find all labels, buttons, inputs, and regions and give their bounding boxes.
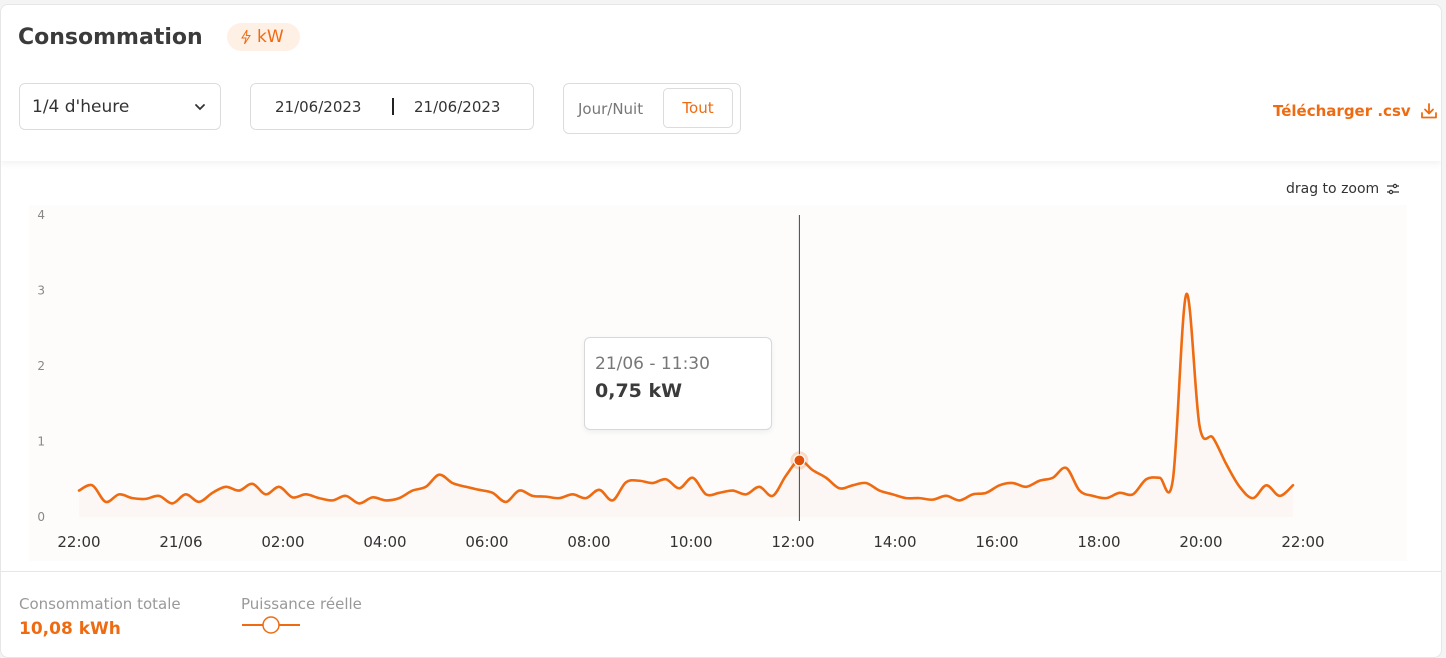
download-csv-button[interactable]: Télécharger .csv [1273,101,1439,121]
y-tick-label: 2 [37,359,45,373]
x-tick-label: 22:00 [57,533,100,551]
sliders-icon [1387,183,1400,195]
consumption-chart[interactable]: 0 1 2 3 4 22:00 21/06 02:00 04:00 06:00 08:00 10:00… [1,201,1441,571]
unit-badge-label: kW [257,27,284,47]
x-tick-label: 08:00 [567,533,610,551]
granularity-value: 1/4 d'heure [32,96,130,117]
bolt-icon [241,30,251,44]
x-tick-label: 12:00 [771,533,814,551]
download-label: Télécharger .csv [1273,102,1411,120]
consumption-card: Consommation kW 1/4 d'heure 21/06/2023 2… [0,4,1442,658]
page-title: Consommation [18,25,203,50]
total-consumption-value: 10,08 kWh [19,619,121,639]
granularity-select[interactable]: 1/4 d'heure [19,83,221,130]
date-separator [392,98,394,115]
card-header: Consommation kW 1/4 d'heure 21/06/2023 2… [1,5,1441,161]
x-tick-label: 14:00 [873,533,916,551]
x-tick-label: 02:00 [261,533,304,551]
series-line-puissance-reelle [77,292,1295,505]
toggle-jour-nuit[interactable]: Jour/Nuit [578,100,644,118]
download-icon [1420,103,1437,119]
date-range-picker[interactable]: 21/06/2023 21/06/2023 [250,83,534,130]
unit-badge[interactable]: kW [227,23,300,51]
footer-divider [1,571,1441,572]
x-tick-label: 18:00 [1077,533,1120,551]
x-tick-label: 10:00 [669,533,712,551]
y-tick-label: 1 [37,435,45,449]
x-tick-label: 22:00 [1281,533,1324,551]
tooltip-value: 0,75 kW [595,380,683,402]
y-tick-label: 0 [37,510,45,524]
x-tick-label: 04:00 [363,533,406,551]
date-from[interactable]: 21/06/2023 [275,98,362,116]
x-tick-label: 21/06 [159,533,202,551]
period-toggle: Jour/Nuit Tout [563,83,741,134]
chevron-down-icon [195,104,205,111]
legend-label: Puissance réelle [241,595,362,613]
x-tick-label: 06:00 [465,533,508,551]
legend-series-marker[interactable] [241,615,301,635]
x-tick-label: 20:00 [1179,533,1222,551]
zoom-hint-label: drag to zoom [1286,181,1380,197]
highlight-point [793,454,806,467]
y-tick-label: 4 [37,208,45,222]
date-to[interactable]: 21/06/2023 [414,98,501,116]
total-consumption-label: Consommation totale [19,595,181,613]
toggle-tout[interactable]: Tout [663,88,733,128]
tooltip-time: 21/06 - 11:30 [595,354,710,374]
chart-tooltip: 21/06 - 11:30 0,75 kW [584,337,772,430]
zoom-hint: drag to zoom [1286,181,1400,197]
y-tick-label: 3 [37,284,45,298]
x-tick-label: 16:00 [975,533,1018,551]
